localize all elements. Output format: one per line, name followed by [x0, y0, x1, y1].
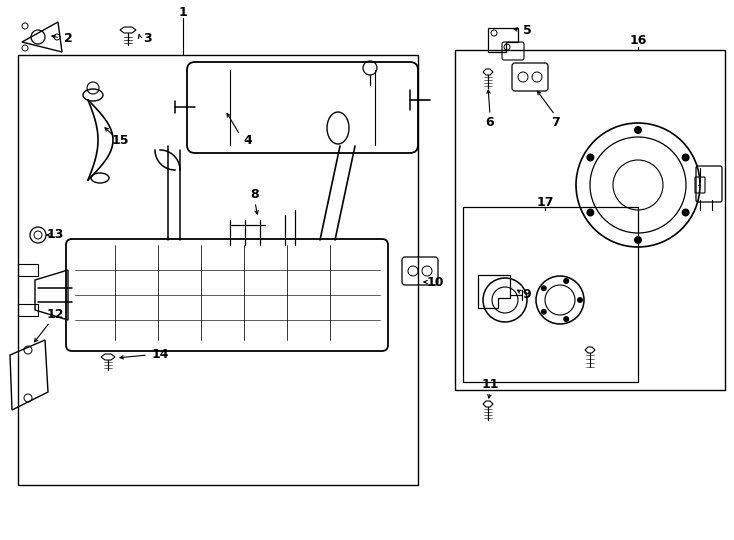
Circle shape [682, 208, 690, 217]
Text: 17: 17 [537, 195, 553, 208]
Text: 9: 9 [523, 288, 531, 301]
Text: 12: 12 [46, 308, 64, 321]
Circle shape [541, 309, 547, 315]
Text: 14: 14 [151, 348, 169, 361]
Circle shape [586, 153, 595, 161]
Text: 2: 2 [64, 31, 73, 44]
Circle shape [634, 236, 642, 244]
Circle shape [682, 153, 690, 161]
Text: 5: 5 [523, 24, 531, 37]
Bar [455, 50, 725, 390]
Circle shape [563, 316, 569, 322]
Bar [18, 304, 38, 316]
Text: 10: 10 [426, 275, 444, 288]
Text: 15: 15 [112, 133, 128, 146]
Text: 1: 1 [178, 5, 187, 18]
Circle shape [586, 208, 595, 217]
Bar [18, 55, 418, 485]
Text: 3: 3 [144, 31, 153, 44]
Circle shape [541, 285, 547, 291]
Bar [463, 207, 638, 382]
Text: 16: 16 [629, 33, 647, 46]
Text: 8: 8 [251, 188, 259, 201]
Circle shape [563, 278, 569, 284]
Circle shape [634, 126, 642, 134]
Bar [18, 264, 38, 276]
Text: 6: 6 [486, 116, 494, 129]
Text: 4: 4 [244, 133, 252, 146]
Text: 11: 11 [482, 379, 498, 392]
Text: 7: 7 [550, 116, 559, 129]
Circle shape [577, 297, 583, 303]
Text: 13: 13 [46, 228, 64, 241]
